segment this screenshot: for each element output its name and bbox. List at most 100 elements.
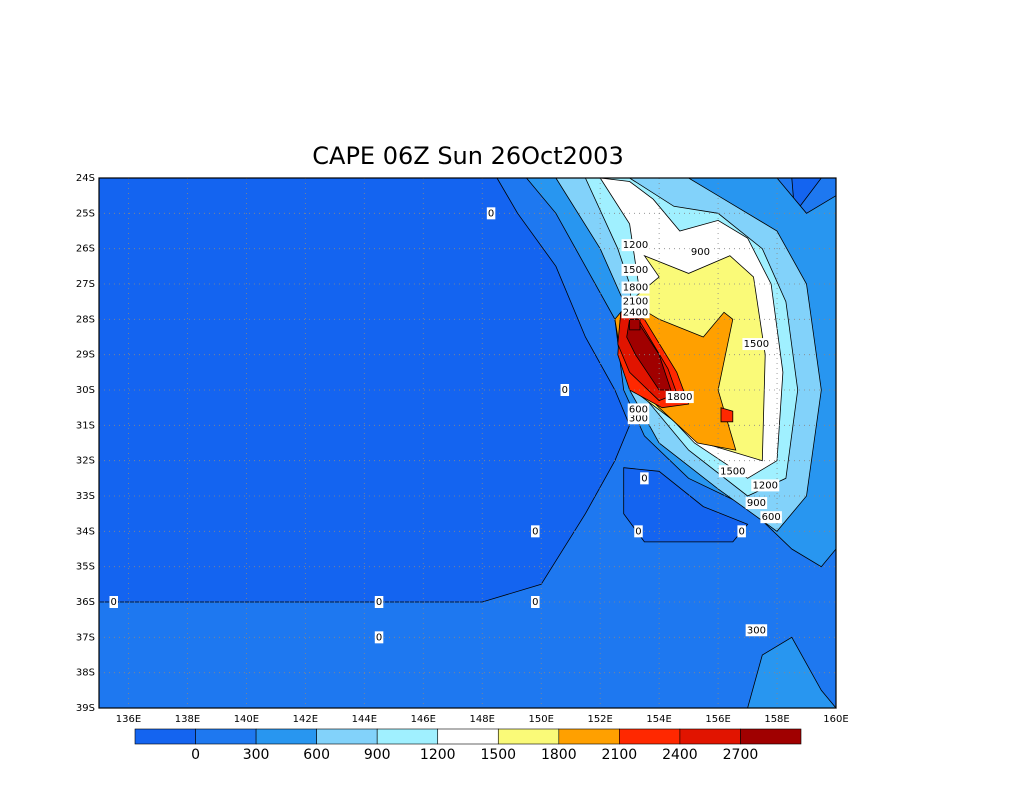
contour-label: 0 [488, 208, 494, 219]
y-tick-label: 29S [76, 350, 95, 361]
contour-label-bg [531, 596, 540, 608]
colorbar-box [316, 728, 378, 745]
y-tick-label: 25S [76, 208, 95, 219]
contour-label-bg [486, 207, 496, 220]
colorbar-box [255, 728, 317, 745]
contour-label-bg [737, 525, 746, 538]
x-tick-label: 156E [705, 714, 730, 725]
x-tick-label: 138E [175, 714, 200, 725]
contour-label: 900 [747, 498, 766, 509]
colorbar-box [740, 728, 802, 745]
contour-label: 2400 [623, 307, 648, 318]
map-title: CAPE 06Z Sun 26Oct2003 [312, 142, 623, 170]
contour-label: 1800 [623, 283, 648, 294]
contour-label-bg [621, 306, 650, 319]
y-tick-label: 39S [76, 703, 95, 714]
contour-label: 0 [376, 597, 382, 608]
y-tick-label: 34S [76, 526, 95, 537]
y-tick-label: 37S [76, 632, 95, 643]
contour-label: 1500 [623, 265, 648, 276]
colorbar-label: 2100 [602, 747, 638, 763]
y-tick-label: 30S [76, 385, 95, 396]
x-tick-label: 154E [646, 714, 671, 725]
colorbar-label: 1800 [541, 747, 577, 763]
y-tick-label: 24S [76, 173, 95, 184]
map-frame [98, 177, 837, 709]
contour-label: 1200 [623, 240, 648, 251]
colorbar-label: 2700 [723, 747, 759, 763]
colorbar-box [558, 728, 620, 745]
x-tick-label: 160E [823, 714, 848, 725]
contour-label-bg [634, 525, 643, 538]
colorbar-label: 1200 [420, 747, 456, 763]
x-tick-label: 140E [234, 714, 259, 725]
x-tick-label: 144E [352, 714, 377, 725]
contour-label-bg [742, 338, 771, 351]
contour-label: 1500 [744, 339, 769, 350]
x-tick-label: 136E [116, 714, 141, 725]
contour-label: 0 [376, 632, 382, 643]
colorbar-box [619, 728, 681, 745]
contour-fill [629, 318, 641, 331]
x-tick-label: 158E [764, 714, 789, 725]
contour-label: 0 [532, 526, 538, 537]
contour-label: 0 [532, 597, 538, 608]
contour-label-bg [531, 525, 540, 538]
contour-label: 300 [747, 625, 766, 636]
colorbar-box [679, 728, 741, 745]
y-tick-label: 33S [76, 491, 95, 502]
colorbar-label: 1500 [480, 747, 516, 763]
colorbar-label: 0 [191, 747, 200, 763]
colorbar-box [376, 728, 439, 745]
y-tick-label: 38S [76, 668, 95, 679]
contour-label-bg [745, 497, 768, 510]
contour-label-bg [621, 263, 650, 276]
contour-label-bg [751, 479, 780, 492]
contour-label-bg [665, 391, 694, 404]
contour-label: 0 [635, 526, 641, 537]
contour-label: 300 [629, 413, 648, 424]
x-tick-label: 142E [293, 714, 318, 725]
y-tick-label: 26S [76, 244, 95, 255]
contour-label-bg [109, 596, 118, 608]
contour-label: 0 [738, 526, 744, 537]
colorbar-box [195, 728, 257, 745]
contour-label-bg [621, 239, 650, 252]
contour-label-bg [374, 631, 384, 644]
contour-label: 900 [691, 247, 710, 258]
y-tick-label: 27S [76, 279, 95, 290]
contour-label: 1500 [720, 466, 745, 477]
y-tick-label: 36S [76, 597, 95, 608]
contour-label: 600 [762, 512, 781, 523]
y-tick-label: 32S [76, 456, 95, 467]
contour-label-bg [689, 246, 712, 259]
colorbar-label: 2400 [662, 747, 698, 763]
contour-label: 2100 [623, 297, 648, 308]
colorbar-label: 900 [364, 747, 391, 763]
contour-label-bg [760, 511, 782, 524]
colorbar-box [437, 728, 499, 745]
contour-label: 600 [629, 404, 648, 415]
contour-label: 0 [111, 597, 117, 608]
y-tick-label: 31S [76, 420, 95, 431]
contour-label-bg [374, 596, 384, 608]
y-tick-label: 35S [76, 562, 95, 573]
contour-label-bg [560, 384, 570, 396]
y-tick-label: 28S [76, 314, 95, 325]
colorbar-box [497, 728, 560, 745]
contour-label-bg [621, 281, 650, 294]
contour-label-bg [621, 295, 650, 308]
colorbar-label: 300 [243, 747, 270, 763]
contour-label-bg [640, 472, 649, 485]
x-tick-label: 150E [528, 714, 553, 725]
contour-label-bg [718, 465, 747, 478]
contour-label-bg [627, 403, 650, 416]
x-tick-label: 152E [587, 714, 612, 725]
contour-label-bg [745, 624, 768, 637]
contour-label: 0 [562, 385, 568, 396]
x-tick-label: 146E [411, 714, 436, 725]
contour-label: 1800 [667, 392, 692, 403]
colorbar-label: 600 [303, 747, 330, 763]
colorbar-box [134, 728, 196, 745]
